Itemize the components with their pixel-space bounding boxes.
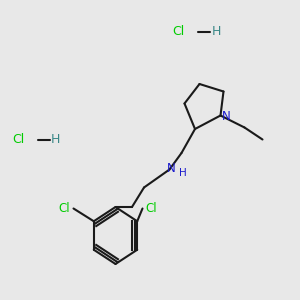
Text: H: H bbox=[211, 25, 221, 38]
Text: H: H bbox=[51, 133, 60, 146]
Text: N: N bbox=[167, 161, 176, 175]
Text: Cl: Cl bbox=[172, 25, 184, 38]
Text: Cl: Cl bbox=[59, 202, 70, 215]
Text: Cl: Cl bbox=[146, 202, 157, 215]
Text: H: H bbox=[179, 167, 187, 178]
Text: N: N bbox=[222, 110, 231, 124]
Text: Cl: Cl bbox=[12, 133, 24, 146]
